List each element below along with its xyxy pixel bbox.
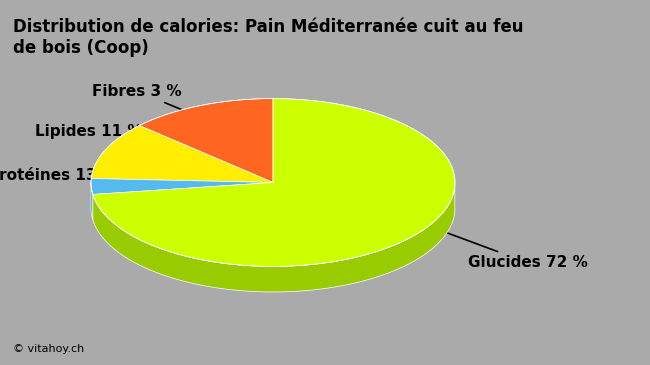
Text: Fibres 3 %: Fibres 3 % xyxy=(92,84,265,145)
Polygon shape xyxy=(91,126,273,182)
Text: Glucides 72 %: Glucides 72 % xyxy=(395,212,588,270)
Text: Distribution de calories: Pain Méditerranée cuit au feu
de bois (Coop): Distribution de calories: Pain Méditerra… xyxy=(13,18,523,57)
Polygon shape xyxy=(93,186,455,292)
Polygon shape xyxy=(139,99,273,182)
Polygon shape xyxy=(91,178,273,195)
Polygon shape xyxy=(93,99,455,266)
Text: © vitahoy.ch: © vitahoy.ch xyxy=(13,344,84,354)
Polygon shape xyxy=(91,182,93,220)
Text: Protéines 13 %: Protéines 13 % xyxy=(0,168,190,183)
Text: Lipides 11 %: Lipides 11 % xyxy=(35,124,216,158)
